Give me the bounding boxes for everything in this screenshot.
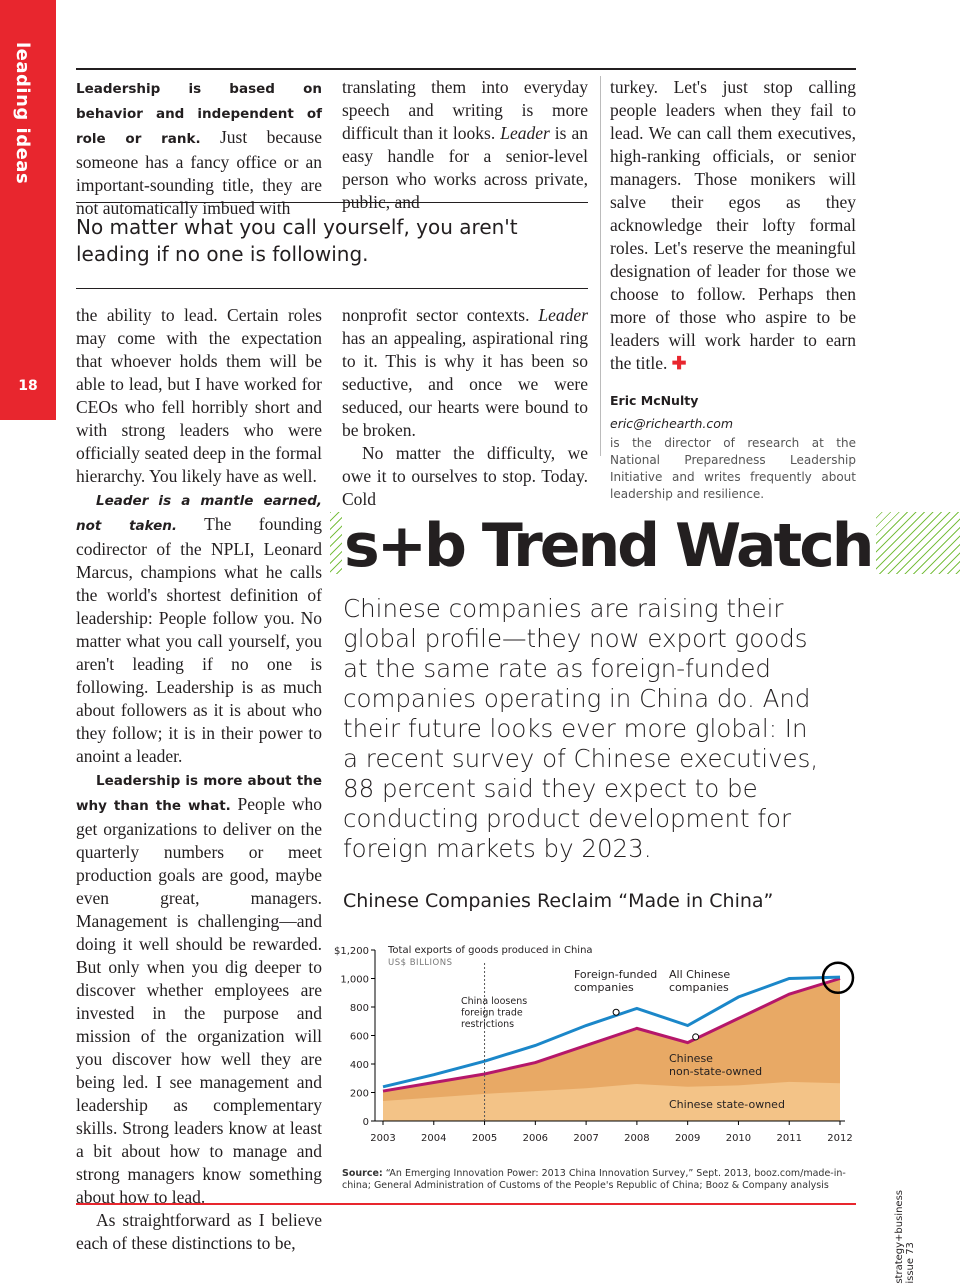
- x-tick-label: 2006: [523, 1133, 548, 1144]
- body-text: People who get organizations to deliver …: [76, 794, 322, 1207]
- pullquote-top-rule: [76, 202, 588, 203]
- body-text: turkey. Let's just stop calling people l…: [610, 77, 856, 373]
- y-tick-label: 400: [350, 1060, 369, 1071]
- lead-in: Leader is a mantle earned, not taken.: [76, 493, 322, 534]
- x-tick-label: 2010: [726, 1133, 751, 1144]
- label-nonstate: Chinese non-state-owned: [669, 1052, 762, 1078]
- author-email[interactable]: eric@richearth.com: [610, 416, 734, 431]
- trend-body: Chinese companies are raising their glob…: [343, 594, 819, 863]
- all-chinese-marker: [692, 1033, 700, 1041]
- x-tick-label: 2012: [827, 1133, 852, 1144]
- chart-subtitle: US$ BILLIONS: [388, 958, 453, 968]
- foreign-marker: [612, 1008, 620, 1016]
- section-label: leading ideas: [12, 42, 33, 185]
- body-text: has an appealing, aspirational ring to i…: [342, 328, 588, 440]
- italic-word: Leader: [500, 123, 550, 143]
- lead-in: Leadership is based on behavior and inde…: [76, 81, 322, 147]
- y-tick-label: $1,200: [334, 946, 369, 957]
- annotation-all-chinese: All Chinese companies: [669, 968, 730, 994]
- x-tick-label: 2009: [675, 1133, 700, 1144]
- trend-title: s+b Trend Watch: [342, 508, 876, 584]
- issue-footer: strategy+business issue 73: [894, 1190, 916, 1284]
- top-rule: [76, 68, 856, 70]
- chart-heading: Chinese Companies Reclaim “Made in China…: [343, 890, 774, 912]
- source-label: Source:: [342, 1168, 383, 1179]
- nonstate-area: [383, 978, 840, 1121]
- x-tick-label: 2004: [421, 1133, 446, 1144]
- x-tick-label: 2007: [573, 1133, 598, 1144]
- column-separator: [600, 76, 601, 456]
- author-bio: is the director of research at the Natio…: [610, 436, 856, 501]
- pullquote: No matter what you call yourself, you ar…: [76, 215, 518, 266]
- source-text: “An Emerging Innovation Power: 2013 Chin…: [342, 1168, 846, 1191]
- y-tick-label: 1,000: [340, 975, 369, 986]
- body-text: The founding codirector of the NPLI, Leo…: [76, 514, 322, 766]
- annotation-foreign: Foreign-funded companies: [574, 968, 657, 994]
- annotation-trade: China loosens foreign trade restrictions: [461, 996, 527, 1030]
- body-text: translating them into everyday speech an…: [342, 77, 588, 143]
- column-3: turkey. Let's just stop calling people l…: [610, 76, 856, 503]
- x-tick-label: 2008: [624, 1133, 649, 1144]
- body-text: nonprofit sector contexts.: [342, 305, 539, 325]
- page-number: 18: [18, 378, 38, 394]
- author-name: Eric McNulty: [610, 393, 699, 408]
- bottom-rule: [76, 1203, 856, 1205]
- x-tick-label: 2003: [370, 1133, 395, 1144]
- x-tick-label: 2011: [776, 1133, 801, 1144]
- chart-title: Total exports of goods produced in China: [387, 945, 593, 956]
- column-2-bottom: nonprofit sector contexts. Leader has an…: [342, 304, 588, 511]
- lead-in: Leadership is more about the why than th…: [76, 773, 322, 814]
- y-tick-label: 200: [350, 1089, 369, 1100]
- column-2-top: translating them into everyday speech an…: [342, 76, 588, 214]
- highlight-circle: [821, 961, 855, 995]
- body-text: Just because someone has a fancy office …: [76, 127, 322, 218]
- column-1-top: Leadership is based on behavior and inde…: [76, 76, 322, 220]
- foreign-funded-line: [382, 975, 841, 1089]
- x-tick-label: 2005: [472, 1133, 497, 1144]
- body-paragraph: the ability to lead. Certain roles may c…: [76, 305, 322, 486]
- pullquote-bottom-rule: [76, 288, 588, 289]
- y-tick-label: 800: [350, 1003, 369, 1014]
- column-1-bottom: the ability to lead. Certain roles may c…: [76, 304, 322, 1255]
- section-sidebar: leading ideas 18: [0, 0, 56, 420]
- end-mark-icon: ✚: [671, 353, 687, 373]
- body-paragraph: As straightforward as I believe each of …: [76, 1210, 322, 1253]
- label-state-owned: Chinese state-owned: [669, 1098, 785, 1111]
- chart-source: Source: “An Emerging Innovation Power: 2…: [342, 1168, 862, 1192]
- italic-word: Leader: [538, 305, 588, 325]
- all-chinese-line: [382, 977, 841, 1093]
- y-tick-label: 600: [350, 1032, 369, 1043]
- state-owned-area: [383, 1081, 840, 1121]
- body-paragraph: No matter the difficulty, we owe it to o…: [342, 443, 588, 509]
- y-tick-label: 0: [363, 1117, 369, 1128]
